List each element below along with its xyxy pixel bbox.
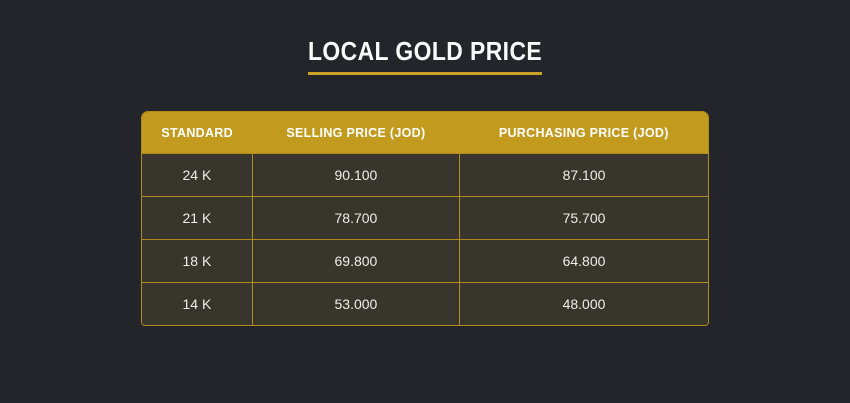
cell-standard: 21 K	[142, 195, 253, 240]
cell-purchasing-price: 48.000	[459, 281, 708, 326]
cell-selling-price: 53.000	[251, 281, 461, 326]
column-header-selling-price: SELLING PRICE (JOD)	[252, 112, 460, 154]
table-header-row: STANDARD SELLING PRICE (JOD) PURCHASING …	[142, 112, 708, 154]
cell-purchasing-price: 87.100	[459, 152, 708, 197]
title-block: LOCAL GOLD PRICE	[307, 36, 543, 76]
gold-price-table-grid: STANDARD SELLING PRICE (JOD) PURCHASING …	[142, 112, 708, 326]
cell-selling-price: 90.100	[251, 152, 461, 197]
table-row: 18 K 69.800 64.800	[142, 238, 708, 283]
cell-selling-price: 69.800	[251, 238, 461, 283]
cell-standard: 24 K	[142, 152, 253, 197]
cell-standard: 18 K	[142, 238, 253, 283]
cell-standard: 14 K	[142, 281, 253, 326]
cell-selling-price: 78.700	[251, 195, 461, 240]
cell-purchasing-price: 75.700	[459, 195, 708, 240]
page-header: LOCAL GOLD PRICE	[292, 36, 558, 76]
cell-purchasing-price: 64.800	[459, 238, 708, 283]
page-title: LOCAL GOLD PRICE	[307, 36, 543, 66]
title-underline	[307, 72, 543, 76]
table-row: 14 K 53.000 48.000	[142, 281, 708, 326]
table-row: 24 K 90.100 87.100	[142, 152, 708, 197]
table-row: 21 K 78.700 75.700	[142, 195, 708, 240]
column-header-standard: STANDARD	[142, 112, 253, 154]
gold-price-table: STANDARD SELLING PRICE (JOD) PURCHASING …	[141, 111, 709, 327]
column-header-purchasing-price: PURCHASING PRICE (JOD)	[459, 112, 708, 154]
